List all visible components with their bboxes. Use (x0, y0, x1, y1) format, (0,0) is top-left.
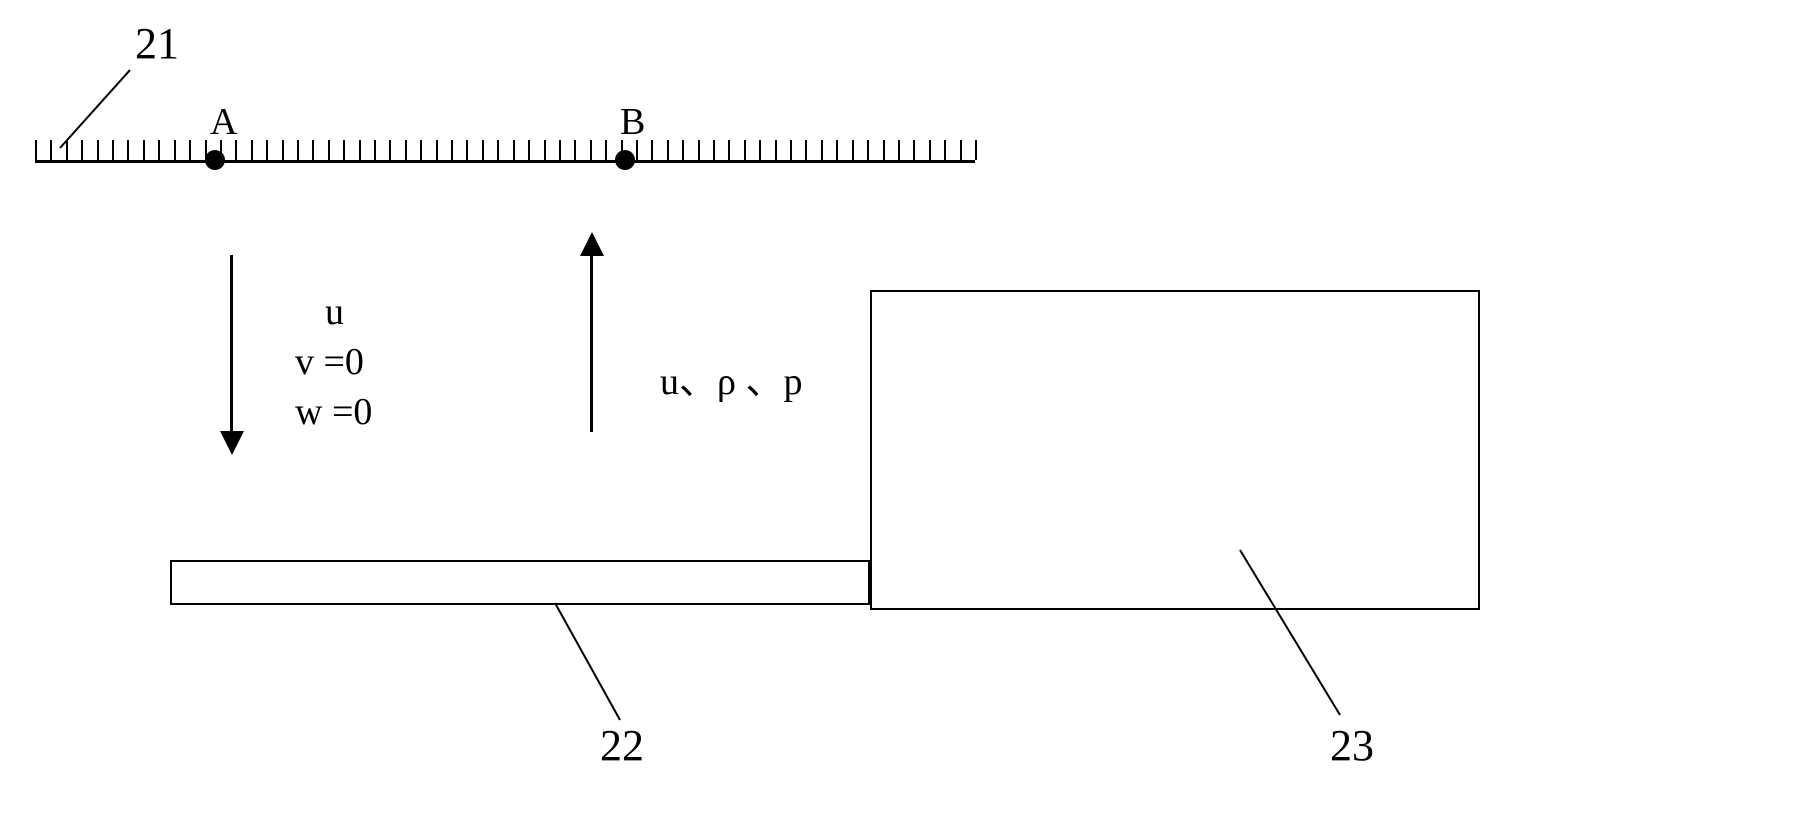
ref-23-leader (0, 0, 1806, 825)
diagram-container: A B 21 u v =0 w =0 u、ρ 、p 22 23 (0, 0, 1806, 825)
